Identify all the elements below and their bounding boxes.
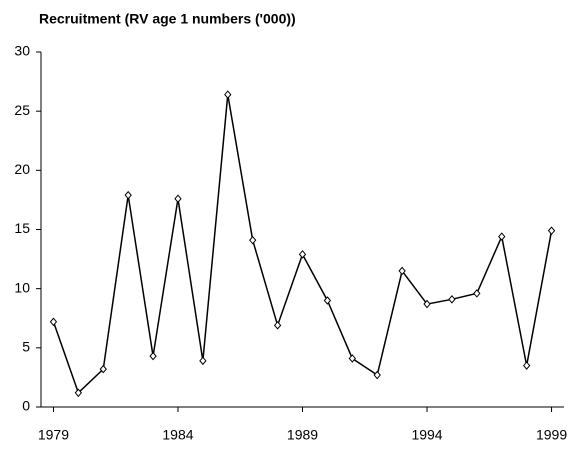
marker [473, 289, 481, 298]
x-tick-label: 1994 [411, 427, 442, 443]
y-tick-label: 30 [14, 43, 30, 59]
y-tick-label: 5 [22, 339, 30, 355]
marker [448, 295, 456, 304]
marker [224, 90, 232, 99]
x-tick-label: 1999 [536, 427, 567, 443]
marker [423, 299, 431, 309]
y-tick-label: 15 [14, 220, 30, 236]
marker [249, 235, 257, 245]
marker [298, 250, 307, 259]
x-tick-label: 1984 [162, 427, 193, 443]
y-tick-label: 20 [14, 161, 30, 177]
marker [273, 321, 282, 330]
marker [398, 266, 406, 276]
x-tick-label: 1989 [287, 427, 318, 443]
marker [522, 361, 531, 370]
marker [174, 194, 182, 204]
marker [373, 370, 381, 380]
y-tick-label: 0 [22, 398, 30, 414]
marker [74, 388, 83, 398]
marker [99, 364, 107, 374]
chart-title: Recruitment (RV age 1 numbers ('000)) [39, 11, 296, 27]
marker [124, 190, 132, 200]
marker [149, 351, 157, 361]
marker [199, 356, 207, 366]
y-tick-label: 10 [14, 279, 30, 295]
y-tick-label: 25 [14, 102, 30, 118]
marker [323, 296, 332, 305]
marker [348, 354, 356, 363]
line [52, 94, 553, 395]
marker [547, 226, 556, 235]
x-tick-label: 1979 [38, 427, 69, 443]
marker [49, 317, 58, 327]
marker [498, 232, 506, 241]
